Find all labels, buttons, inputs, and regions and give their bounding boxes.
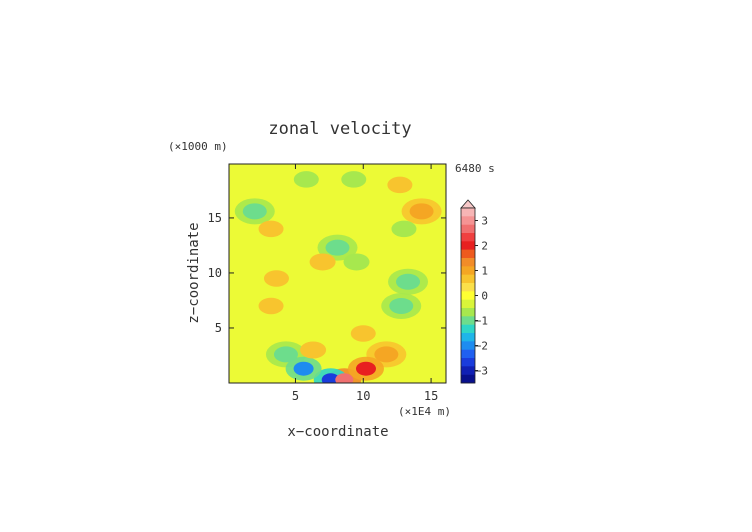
y-tick-label: 10: [208, 266, 222, 280]
heatmap-cell: [387, 176, 413, 194]
y-tick-label: 15: [208, 211, 222, 225]
y-unit-label: (×1000 m): [168, 140, 228, 153]
colorbar-swatch: [461, 341, 475, 350]
colorbar-swatch: [461, 358, 475, 367]
colorbar-swatch: [461, 258, 475, 267]
heatmap-cell: [300, 341, 327, 359]
heatmap-cell: [350, 325, 376, 342]
heatmap-cell: [263, 270, 289, 287]
colorbar-swatch: [461, 308, 475, 317]
colorbar-swatch: [461, 274, 475, 284]
heatmap-cell: [258, 297, 284, 315]
x-unit-label: (×1E4 m): [398, 405, 451, 418]
colorbar-tick-label: 1: [481, 265, 488, 278]
colorbar-tick-label: 0: [481, 290, 488, 303]
colorbar-swatch: [461, 324, 475, 334]
chart-title: zonal velocity: [268, 119, 411, 139]
plot-frame: [228, 163, 447, 384]
colorbar-swatch: [461, 216, 475, 225]
colorbar-tick-label: −3: [475, 365, 488, 378]
colorbar-swatch: [461, 366, 475, 375]
colorbar-swatch: [461, 249, 475, 259]
colorbar-swatch: [461, 283, 475, 292]
heatmap-cell: [258, 220, 284, 238]
colorbar-swatch: [461, 374, 475, 384]
y-axis-label: z−coordinate: [186, 222, 202, 323]
colorbar-swatch: [461, 233, 475, 242]
colorbar-swatch: [461, 349, 475, 359]
heatmap-cell: [242, 203, 267, 220]
x-tick-label: 15: [424, 389, 438, 403]
time-label: 6480 s: [455, 162, 495, 175]
colorbar-tick-label: 2: [481, 240, 488, 253]
heatmap-cell: [335, 373, 354, 383]
heatmap-field: [229, 164, 446, 383]
colorbar: 3 2 1 0 −1 −2 −3: [460, 199, 488, 384]
x-tick-label: 5: [292, 389, 299, 403]
colorbar-swatch: [461, 241, 475, 250]
heatmap-cell: [389, 297, 414, 314]
colorbar-extend-arrow: [460, 199, 476, 209]
colorbar-swatch: [461, 316, 475, 325]
heatmap-cell: [409, 203, 434, 220]
colorbar-swatch: [461, 299, 475, 309]
heatmap-cell: [321, 373, 340, 383]
heatmap-cell: [341, 171, 367, 188]
heatmap-cell: [391, 220, 417, 238]
colorbar-tick-label: −1: [475, 315, 488, 328]
heatmap-cell: [309, 253, 336, 271]
heatmap-cell: [396, 273, 421, 290]
colorbar-swatch: [461, 333, 475, 342]
colorbar-swatch: [461, 208, 475, 217]
colorbar-tick-label: 3: [481, 215, 488, 228]
x-axis-ticks: 5 10 15: [292, 164, 438, 403]
heatmap-cell: [343, 253, 370, 271]
x-axis-label: x−coordinate: [287, 424, 388, 440]
x-tick-label: 10: [356, 389, 370, 403]
heatmap-cell: [355, 361, 376, 376]
heatmap-cell: [293, 361, 314, 376]
plot-area: [228, 163, 447, 384]
y-axis-ticks: 5 10 15: [208, 211, 446, 335]
colorbar-tick-label: −2: [475, 340, 488, 353]
colorbar-swatch: [461, 224, 475, 234]
heatmap-cell: [325, 239, 350, 256]
heatmap-cell: [293, 171, 319, 188]
heatmap-cell: [273, 346, 298, 363]
y-tick-label: 5: [215, 321, 222, 335]
colorbar-swatch: [461, 266, 475, 275]
colorbar-swatch: [461, 291, 475, 300]
heatmap-cell: [374, 346, 399, 363]
